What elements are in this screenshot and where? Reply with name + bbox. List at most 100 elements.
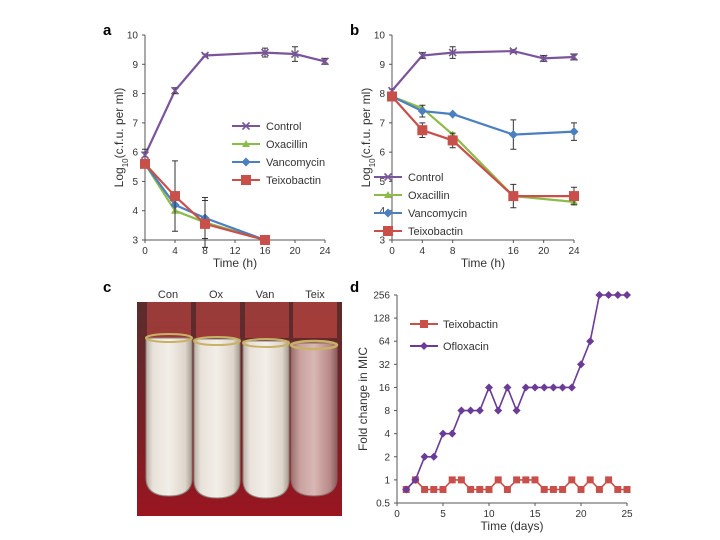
y-tick-label: 32 — [379, 360, 391, 371]
data-point-teixobactin — [522, 476, 530, 484]
data-point-ofloxacin — [485, 383, 493, 392]
data-point-ofloxacin — [558, 383, 567, 392]
x-axis-label: Time (h) — [213, 256, 257, 270]
data-point-teixobactin — [387, 91, 397, 102]
series-line-ofloxacin — [405, 294, 627, 491]
y-axis-label: Log10(c.f.u. per ml) — [359, 88, 377, 188]
data-point-teixobactin — [586, 476, 594, 484]
data-point-teixobactin — [614, 485, 622, 493]
data-point-teixobactin — [140, 158, 150, 169]
data-point-teixobactin — [485, 485, 493, 493]
data-point-teixobactin — [430, 485, 438, 493]
legend-marker-teixobactin — [241, 175, 251, 185]
y-tick-label: 0.5 — [376, 499, 390, 510]
data-point-vancomycin — [569, 127, 579, 137]
data-point-ofloxacin — [521, 383, 530, 392]
legend-label-oxacillin: Oxacillin — [408, 190, 450, 202]
x-tick-label: 25 — [621, 509, 633, 520]
tube-label-van: Van — [256, 289, 275, 301]
y-tick-label: 256 — [373, 291, 390, 302]
tube-van — [242, 340, 290, 499]
legend-label-teixobactin: Teixobactin — [266, 175, 321, 187]
legend-marker-oxacillin — [242, 140, 250, 147]
data-point-ofloxacin — [586, 337, 595, 346]
x-tick-label: 4 — [172, 246, 178, 257]
x-tick-label: 0 — [389, 246, 395, 257]
data-point-teixobactin — [170, 191, 180, 202]
legend-marker-control — [383, 172, 393, 182]
x-tick-label: 24 — [568, 246, 580, 257]
tube-label-teix: Teix — [305, 289, 325, 301]
x-tick-label: 20 — [575, 509, 587, 520]
tube-con — [145, 337, 193, 497]
x-tick-label: 0 — [142, 246, 148, 257]
data-point-teixobactin — [513, 476, 521, 484]
data-point-teixobactin — [200, 218, 210, 229]
data-point-teixobactin — [457, 476, 465, 484]
data-point-ofloxacin — [429, 452, 438, 461]
tube-ox-meniscus — [193, 336, 241, 346]
data-point-teixobactin — [577, 485, 585, 493]
y-tick-label: 4 — [379, 206, 385, 217]
data-point-control — [569, 52, 579, 62]
data-point-teixobactin — [623, 485, 631, 493]
y-axis-label: Log10(c.f.u. per ml) — [112, 88, 130, 188]
series-line-teixobactin — [144, 163, 266, 242]
legend-label-teixobactin: Teixobactin — [443, 319, 498, 331]
legend-marker-vancomycin — [383, 208, 393, 218]
data-point-teixobactin — [494, 476, 502, 484]
y-tick-label: 9 — [132, 60, 138, 71]
data-point-ofloxacin — [503, 383, 512, 392]
chart-panel-d: 0.5 1 2 4 8 16 32 64 128 256 0 5 10 15 20 25 Time (days)… — [356, 291, 633, 534]
data-point-ofloxacin — [466, 406, 475, 415]
x-tick-label: 8 — [202, 246, 208, 257]
data-point-ofloxacin — [549, 383, 558, 392]
data-point-teixobactin — [540, 485, 548, 493]
series-line-control — [391, 49, 575, 92]
data-point-ofloxacin — [420, 452, 429, 461]
data-point-ofloxacin — [475, 406, 484, 415]
tube-teix — [290, 342, 338, 497]
legend-marker-teixobactin — [383, 226, 393, 236]
data-point-teixobactin — [417, 125, 428, 136]
y-tick-label: 6 — [132, 148, 138, 159]
y-tick-label: 7 — [132, 118, 138, 129]
y-tick-label: 5 — [132, 177, 138, 188]
x-tick-label: 5 — [440, 509, 446, 520]
legend-marker-ofloxacin — [420, 342, 428, 350]
data-point-ofloxacin — [595, 291, 604, 299]
x-tick-label: 0 — [394, 509, 400, 520]
panel-label-d: d — [350, 279, 359, 296]
tube-label-ox: Ox — [209, 289, 224, 301]
y-tick-label: 64 — [379, 337, 391, 348]
tube-label-con: Con — [158, 289, 178, 301]
data-point-ofloxacin — [494, 406, 503, 415]
data-point-ofloxacin — [531, 383, 539, 392]
data-point-control — [200, 51, 210, 60]
data-point-ofloxacin — [540, 383, 549, 392]
legend-marker-teixobactin — [420, 320, 428, 328]
data-point-ofloxacin — [512, 406, 521, 415]
panel-label-a: a — [103, 22, 112, 39]
data-point-teixobactin — [260, 235, 270, 245]
panel-label-c: c — [103, 279, 111, 296]
data-point-ofloxacin — [623, 291, 631, 299]
tube-teix-cap — [293, 302, 337, 338]
y-tick-label: 6 — [379, 148, 385, 159]
data-point-ofloxacin — [577, 360, 585, 369]
x-tick-label: 20 — [289, 246, 301, 257]
y-tick-label: 1 — [384, 475, 390, 486]
data-point-control — [170, 86, 180, 95]
data-point-ofloxacin — [604, 291, 613, 299]
data-point-control — [448, 48, 457, 57]
tube-teix-meniscus — [289, 339, 339, 351]
data-point-teixobactin — [467, 485, 475, 493]
x-tick-label: 20 — [538, 246, 550, 257]
y-tick-label: 10 — [127, 31, 139, 42]
data-point-teixobactin — [508, 191, 519, 202]
data-point-control — [260, 48, 270, 57]
y-tick-label: 9 — [379, 60, 385, 71]
series-line-control — [144, 51, 326, 156]
y-tick-label: 16 — [379, 383, 391, 394]
